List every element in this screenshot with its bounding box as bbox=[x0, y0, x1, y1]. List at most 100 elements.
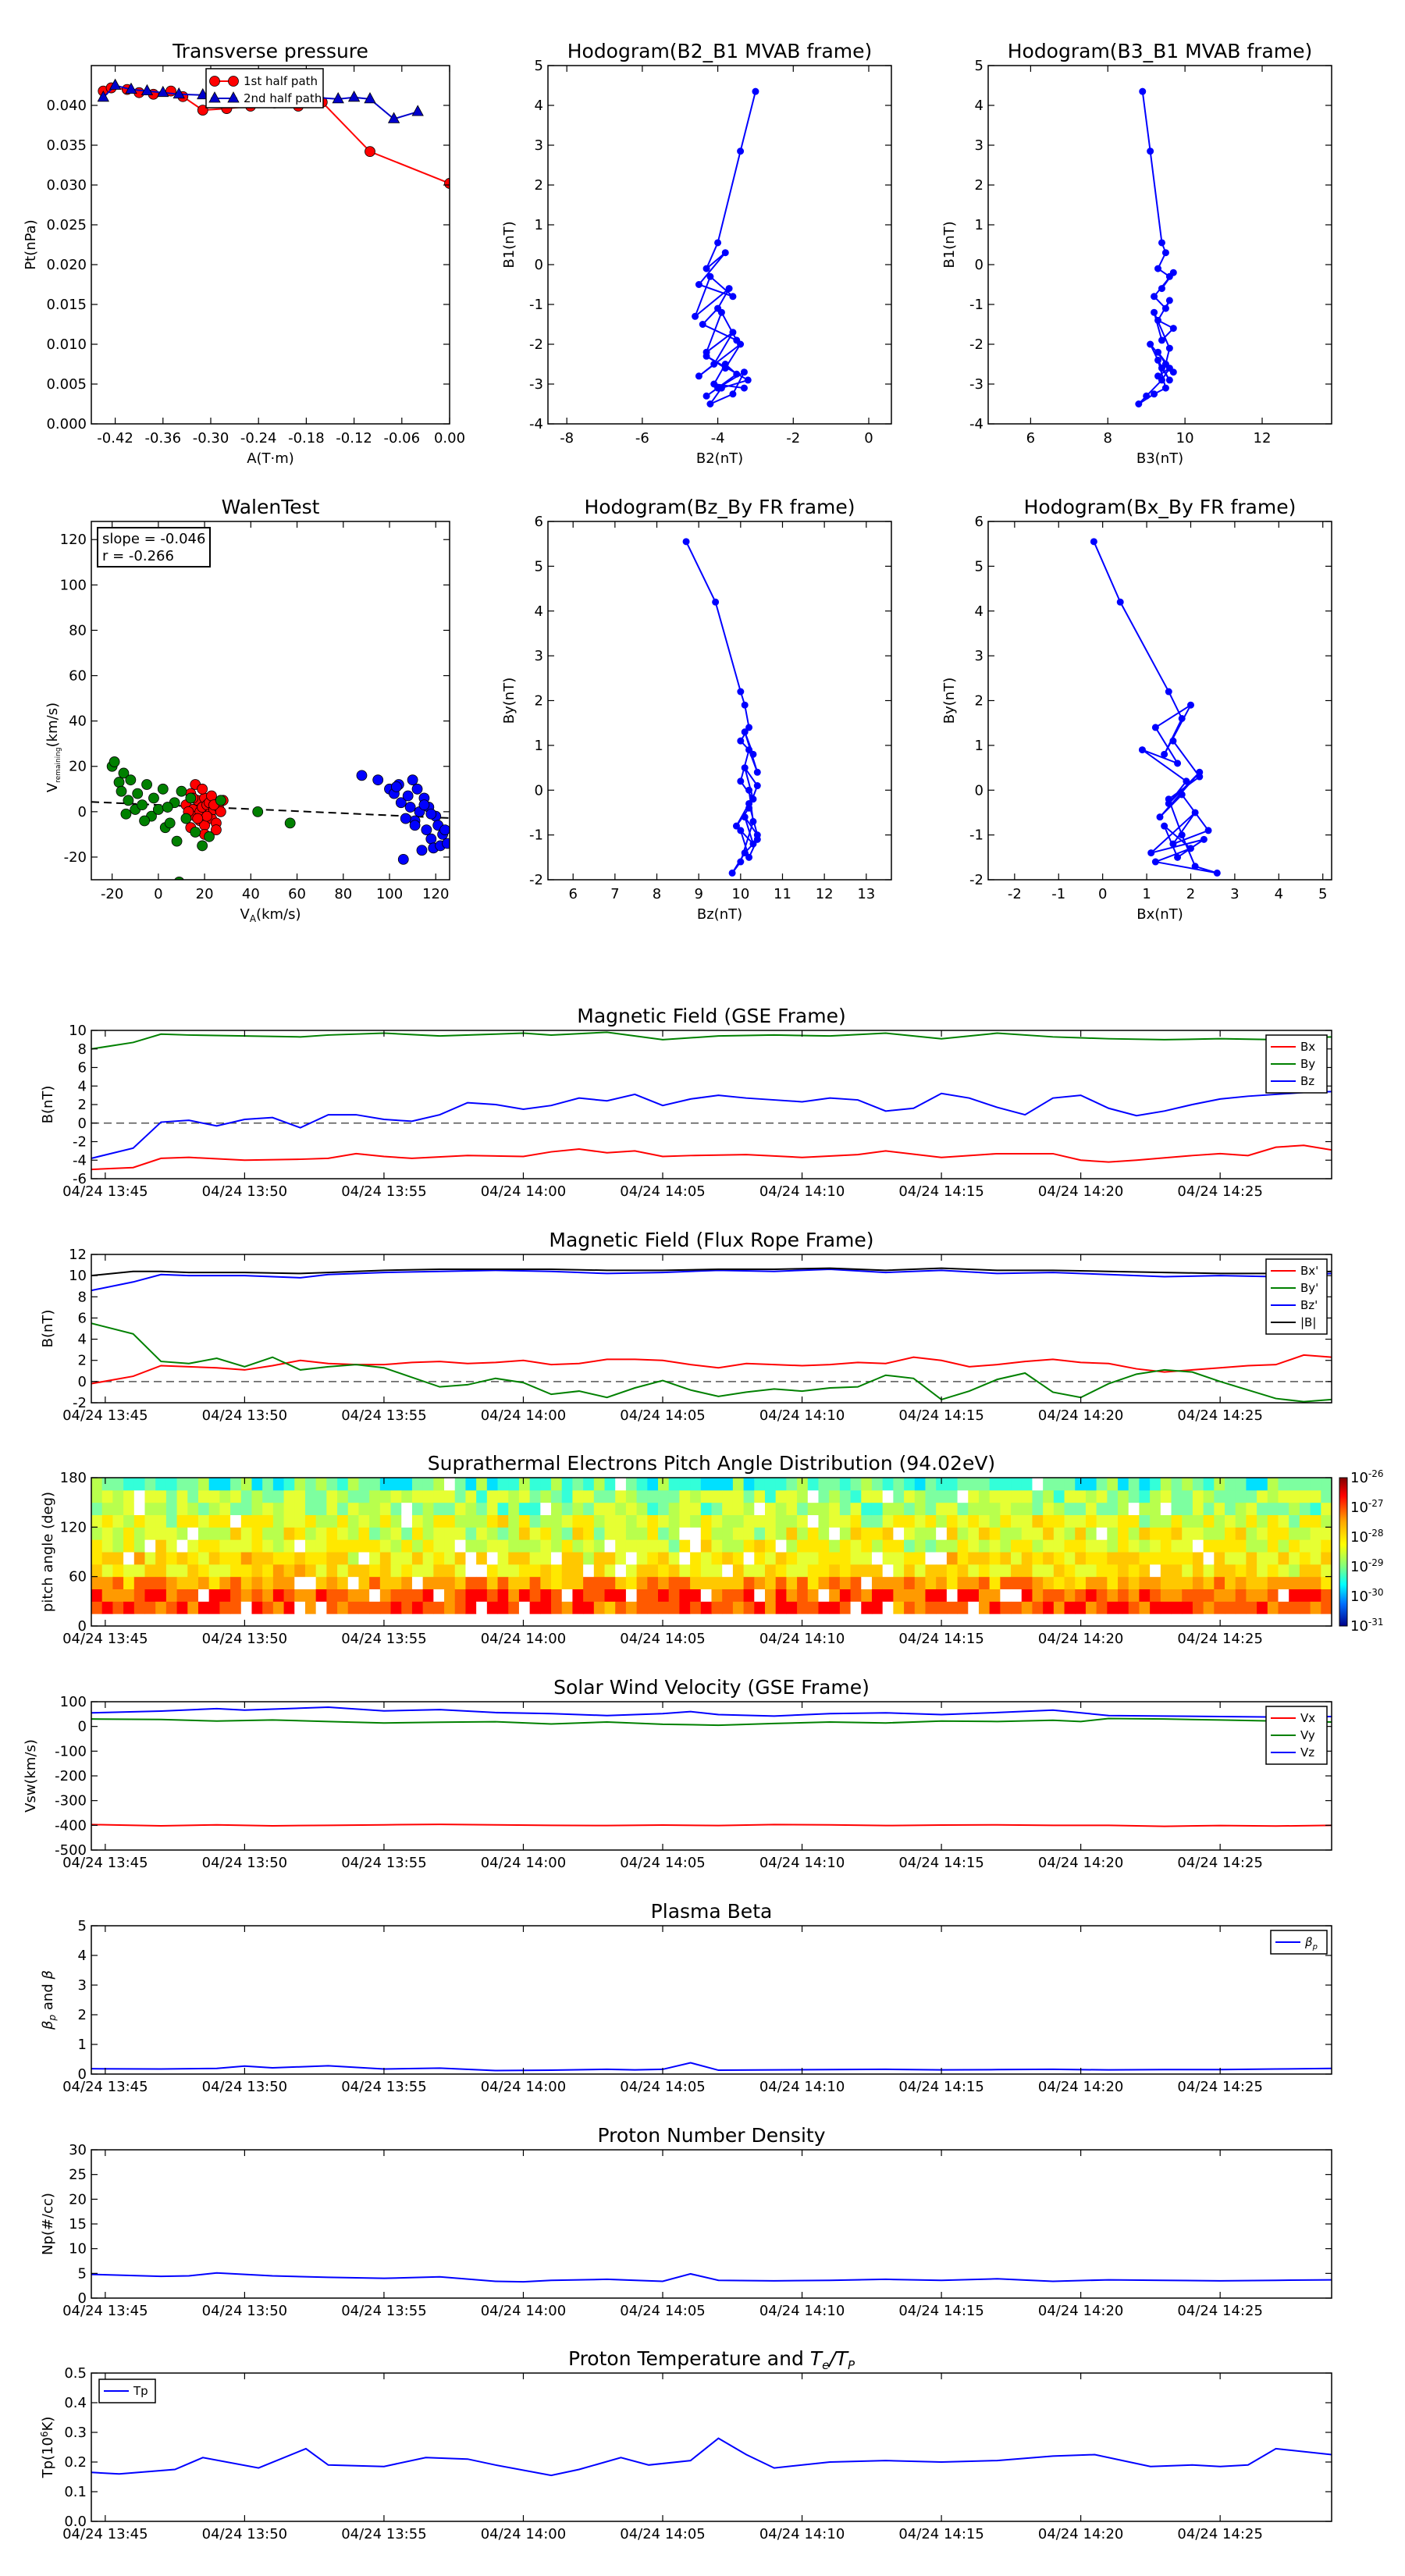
spectrogram-cell bbox=[786, 1552, 798, 1565]
data-point bbox=[125, 774, 137, 786]
y-tick-label: 60 bbox=[69, 1569, 87, 1585]
spectrogram-cell bbox=[711, 1489, 723, 1503]
spectrogram-cell bbox=[1011, 1527, 1023, 1540]
data-point bbox=[729, 390, 737, 398]
spectrogram-cell bbox=[764, 1489, 777, 1503]
spectrogram-cell bbox=[700, 1601, 712, 1614]
y-axis-label: By(nT) bbox=[501, 678, 518, 724]
x-tick-label: 04/24 14:00 bbox=[481, 2079, 566, 2095]
spectrogram-cell bbox=[134, 1465, 145, 1478]
data-point bbox=[737, 737, 745, 745]
x-tick-label: 04/24 14:15 bbox=[898, 2526, 984, 2542]
axes-frame bbox=[547, 65, 892, 425]
spectrogram-cell bbox=[593, 1489, 606, 1503]
spectrogram-cell bbox=[251, 1601, 263, 1614]
spectrogram-cell bbox=[829, 1601, 841, 1614]
y-tick-label: 2 bbox=[78, 1353, 87, 1369]
spectrogram-cell bbox=[1299, 1589, 1311, 1602]
spectrogram-cell bbox=[304, 1502, 317, 1515]
spectrogram-cell bbox=[197, 1539, 210, 1553]
spectrogram-cell bbox=[1011, 1564, 1023, 1578]
spectrogram-cell bbox=[1267, 1552, 1279, 1565]
spectrogram-cell bbox=[572, 1478, 584, 1491]
x-tick-label: 04/24 13:50 bbox=[202, 2526, 287, 2542]
spectrogram-cell bbox=[700, 1502, 712, 1515]
data-point bbox=[712, 598, 720, 606]
spectrogram-cell bbox=[1075, 1601, 1087, 1614]
data-point bbox=[141, 779, 152, 790]
data-point bbox=[442, 838, 450, 849]
spectrogram-cell bbox=[304, 1514, 317, 1528]
data-point bbox=[752, 87, 759, 95]
spectrogram-cell bbox=[476, 1478, 488, 1491]
spectrogram-cell bbox=[155, 1589, 167, 1602]
x-tick-label: 04/24 14:10 bbox=[759, 2303, 845, 2319]
spectrogram-cell bbox=[1139, 1489, 1151, 1503]
axes-frame bbox=[91, 1254, 1332, 1404]
spectrogram-cell bbox=[636, 1589, 648, 1602]
spectrogram-cell bbox=[219, 1576, 231, 1589]
y-tick-label: 1 bbox=[535, 738, 543, 754]
spectrogram-cell bbox=[1064, 1527, 1076, 1540]
spectrogram-cell bbox=[230, 1552, 242, 1565]
spectrogram-cell bbox=[219, 1489, 231, 1503]
spectrogram-cell bbox=[1182, 1478, 1193, 1491]
spectrogram-cell bbox=[1097, 1465, 1108, 1478]
x-axis-label: Bx(nT) bbox=[1136, 906, 1183, 923]
legend-label: 2nd half path bbox=[244, 91, 322, 105]
series-line-Bx bbox=[91, 1144, 1332, 1171]
spectrogram-cell bbox=[1043, 1489, 1055, 1503]
plot-area bbox=[1090, 538, 1221, 877]
x-tick-label: 12 bbox=[1254, 430, 1272, 447]
spectrogram-cell bbox=[978, 1601, 991, 1614]
spectrogram-cell bbox=[1160, 1601, 1172, 1614]
spectrogram-cell bbox=[337, 1502, 349, 1515]
spectrogram-cell bbox=[1321, 1539, 1332, 1553]
x-tick-label: 6 bbox=[568, 886, 577, 902]
data-point bbox=[347, 90, 361, 102]
spectrogram-cell bbox=[711, 1478, 723, 1491]
spectrogram-cell bbox=[914, 1589, 926, 1602]
legend: βp bbox=[1270, 1930, 1328, 1955]
axes-frame bbox=[91, 65, 450, 425]
spectrogram-cell bbox=[807, 1527, 819, 1540]
spectrogram-cell bbox=[1171, 1601, 1183, 1614]
spectrogram-cell bbox=[1096, 1539, 1108, 1553]
spectrogram-cell bbox=[230, 1465, 241, 1478]
spectrogram-cell bbox=[1128, 1589, 1140, 1602]
spectrogram-cell bbox=[1246, 1527, 1257, 1540]
spectrogram-cell bbox=[668, 1589, 680, 1602]
spectrogram-cell bbox=[1032, 1539, 1044, 1553]
spectrogram-cell bbox=[583, 1589, 595, 1602]
data-point bbox=[710, 361, 718, 368]
spectrogram-cell bbox=[743, 1502, 755, 1515]
spectrogram-cell bbox=[411, 1552, 424, 1565]
x-tick-label: 04/24 14:15 bbox=[898, 2303, 984, 2319]
spectrogram-cell bbox=[861, 1552, 873, 1565]
spectrogram-cell bbox=[230, 1564, 242, 1578]
spectrogram-cell bbox=[850, 1552, 862, 1565]
spectrogram-cell bbox=[690, 1552, 702, 1565]
colorbar-label: 10-31 bbox=[1350, 1617, 1384, 1635]
data-point bbox=[737, 148, 745, 155]
spectrogram-cell bbox=[1299, 1489, 1311, 1503]
spectrogram-cell bbox=[465, 1539, 477, 1553]
data-point bbox=[1154, 265, 1162, 272]
spectrogram-cell bbox=[818, 1589, 830, 1602]
spectrogram-cell bbox=[797, 1539, 809, 1553]
spectrogram-cell bbox=[604, 1527, 616, 1540]
x-tick-label: 04/24 14:20 bbox=[1038, 2303, 1123, 2319]
spectrogram-cell bbox=[326, 1478, 338, 1491]
x-tick-label: 0 bbox=[864, 430, 873, 447]
spectrogram-cell bbox=[829, 1527, 841, 1540]
spectrogram-cell bbox=[411, 1527, 424, 1540]
y-axis-label: B(nT) bbox=[40, 1310, 56, 1348]
spectrogram-cell bbox=[401, 1564, 413, 1578]
spectrogram-cell bbox=[1096, 1576, 1108, 1589]
colorbar-label: 10-29 bbox=[1350, 1557, 1384, 1575]
spectrogram-cell bbox=[465, 1589, 477, 1602]
data-point bbox=[1200, 835, 1208, 843]
spectrogram-cell bbox=[551, 1502, 563, 1515]
spectrogram-cell bbox=[829, 1576, 841, 1589]
spectrogram-cell bbox=[358, 1576, 370, 1589]
